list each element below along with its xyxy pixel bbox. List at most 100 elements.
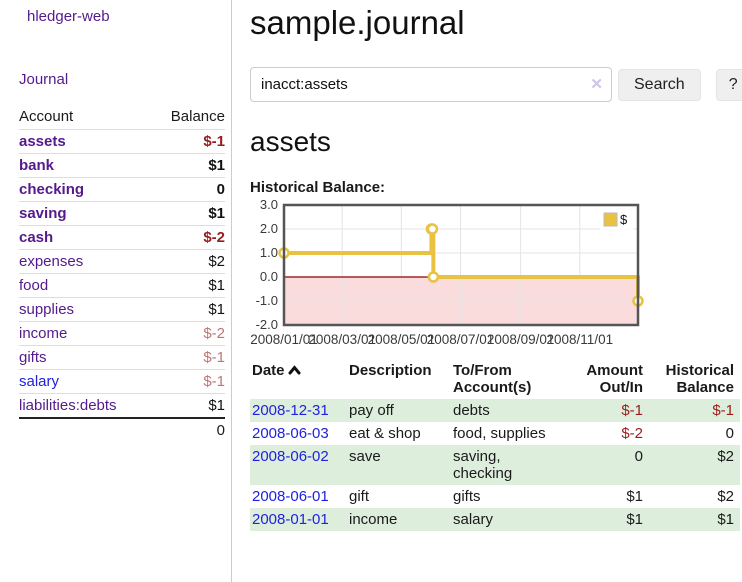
transaction-description: gift bbox=[349, 488, 370, 505]
page-title: sample.journal bbox=[250, 4, 465, 41]
transaction-date-link[interactable]: 2008-06-01 bbox=[252, 488, 329, 505]
sidebar-account-link[interactable]: income bbox=[19, 325, 68, 342]
accounts-column-header: Account bbox=[19, 108, 74, 125]
account-row: expenses $2 bbox=[19, 249, 225, 274]
date-header-label: Date bbox=[252, 362, 285, 379]
sidebar: hledger-web Journal Account Balance asse… bbox=[0, 0, 232, 582]
transaction-description: save bbox=[349, 448, 381, 465]
account-balance: 0 bbox=[151, 177, 225, 202]
sort-ascending-icon bbox=[288, 365, 301, 375]
account-row: assets $-1 bbox=[19, 129, 225, 154]
account-row: cash $-2 bbox=[19, 225, 225, 250]
svg-text:2008/09/01: 2008/09/01 bbox=[487, 332, 555, 347]
sidebar-account-link[interactable]: expenses bbox=[19, 253, 84, 270]
brand-link[interactable]: hledger-web bbox=[27, 8, 110, 25]
account-row: saving $1 bbox=[19, 201, 225, 226]
historical-balance-chart: $3.0 2.0 1.0 0.0 -1.0 -2.02008/01/012008/03/0… bbox=[250, 197, 644, 347]
chart-title: Historical Balance: bbox=[250, 179, 386, 196]
accounts-total-spacer bbox=[19, 417, 152, 442]
transaction-amount: 0 bbox=[634, 448, 643, 465]
sidebar-account-link[interactable]: food bbox=[19, 277, 49, 294]
search-input-wrapper: ✕ bbox=[250, 67, 612, 102]
transaction-amount: $1 bbox=[626, 488, 643, 505]
sidebar-account-link[interactable]: saving bbox=[19, 205, 67, 222]
transaction-row: 2008-06-03 eat & shop food, supplies $-2 0 bbox=[250, 422, 740, 445]
search-form: ✕ Search ? bbox=[250, 67, 742, 102]
account-row: checking 0 bbox=[19, 177, 225, 202]
account-balance: $1 bbox=[151, 297, 225, 322]
transaction-balance: $-1 bbox=[712, 402, 734, 419]
transaction-description: pay off bbox=[349, 402, 394, 419]
svg-text:2008/03/01: 2008/03/01 bbox=[308, 332, 376, 347]
account-balance: $-1 bbox=[151, 369, 225, 394]
account-row: bank $1 bbox=[19, 153, 225, 178]
account-balance: $-1 bbox=[151, 129, 225, 154]
account-balance: $1 bbox=[151, 153, 225, 178]
register-table: Date Description To/From Account(s) Amou… bbox=[250, 359, 740, 531]
transaction-amount: $-1 bbox=[621, 402, 643, 419]
transaction-description: income bbox=[349, 511, 398, 528]
svg-text:2008/01/01: 2008/01/01 bbox=[250, 332, 318, 347]
register-balance-header: Historical Balance bbox=[665, 362, 734, 396]
transaction-amount: $1 bbox=[626, 511, 643, 528]
sidebar-account-link[interactable]: assets bbox=[19, 133, 66, 150]
main-content: sample.journal ✕ Search ? assets Histori… bbox=[233, 0, 742, 582]
sidebar-account-link[interactable]: bank bbox=[19, 157, 55, 174]
accounts-total-row: 0 bbox=[19, 417, 225, 442]
transaction-accounts: debts bbox=[453, 402, 490, 419]
svg-text:$: $ bbox=[620, 212, 628, 227]
accounts-table: Account Balance assets $-1 bank $1 checking 0… bbox=[19, 104, 225, 442]
sidebar-item-journal[interactable]: Journal bbox=[19, 71, 69, 88]
account-row: liabilities:debts $1 bbox=[19, 393, 225, 418]
transaction-row: 2008-06-01 gift gifts $1 $2 bbox=[250, 485, 740, 508]
register-date-header[interactable]: Date bbox=[250, 359, 349, 399]
transaction-date-link[interactable]: 2008-01-01 bbox=[252, 511, 329, 528]
svg-text:2008/11/01: 2008/11/01 bbox=[547, 332, 614, 347]
account-balance: $1 bbox=[151, 273, 225, 298]
sidebar-account-link[interactable]: checking bbox=[19, 181, 85, 198]
account-balance: $1 bbox=[151, 201, 225, 226]
transaction-date-link[interactable]: 2008-06-02 bbox=[252, 448, 329, 465]
svg-text:-2.0: -2.0 bbox=[256, 317, 278, 332]
transaction-description: eat & shop bbox=[349, 425, 421, 442]
account-row: gifts $-1 bbox=[19, 345, 225, 370]
transaction-row: 2008-01-01 income salary $1 $1 bbox=[250, 508, 740, 531]
transaction-date-link[interactable]: 2008-06-03 bbox=[252, 425, 329, 442]
transaction-accounts: salary bbox=[453, 511, 494, 528]
account-row: food $1 bbox=[19, 273, 225, 298]
svg-text:2008/07/01: 2008/07/01 bbox=[427, 332, 495, 347]
transaction-row: 2008-12-31 pay off debts $-1 $-1 bbox=[250, 399, 740, 422]
transaction-date-link[interactable]: 2008-12-31 bbox=[252, 402, 329, 419]
svg-text:0.0: 0.0 bbox=[260, 269, 278, 284]
account-row: supplies $1 bbox=[19, 297, 225, 322]
sidebar-account-link[interactable]: liabilities:debts bbox=[19, 397, 117, 414]
transaction-balance: $2 bbox=[717, 488, 734, 505]
register-amount-header: Amount Out/In bbox=[586, 362, 643, 396]
sidebar-account-link[interactable]: cash bbox=[19, 229, 54, 246]
balance-column-header: Balance bbox=[170, 108, 225, 125]
svg-text:3.0: 3.0 bbox=[260, 197, 278, 212]
account-balance: $2 bbox=[151, 249, 225, 274]
sidebar-account-link[interactable]: supplies bbox=[19, 301, 75, 318]
transaction-accounts: saving, checking bbox=[453, 448, 513, 482]
transaction-balance: $2 bbox=[717, 448, 734, 465]
register-account-header: To/From Account(s) bbox=[453, 362, 532, 396]
sidebar-account-link[interactable]: salary bbox=[19, 373, 60, 390]
sidebar-account-link[interactable]: gifts bbox=[19, 349, 47, 366]
svg-text:1.0: 1.0 bbox=[260, 245, 278, 260]
help-button[interactable]: ? bbox=[715, 68, 742, 101]
transaction-row: 2008-06-02 save saving, checking 0 $2 bbox=[250, 445, 740, 485]
svg-text:2.0: 2.0 bbox=[260, 221, 278, 236]
account-balance: $-2 bbox=[151, 225, 225, 250]
transaction-amount: $-2 bbox=[621, 425, 643, 442]
account-row: salary $-1 bbox=[19, 369, 225, 394]
svg-text:-1.0: -1.0 bbox=[256, 293, 278, 308]
clear-search-icon[interactable]: ✕ bbox=[590, 76, 603, 93]
transaction-balance: $1 bbox=[717, 511, 734, 528]
transaction-accounts: food, supplies bbox=[453, 425, 546, 442]
account-balance: $1 bbox=[151, 393, 225, 418]
search-button[interactable]: Search bbox=[618, 68, 701, 101]
register-description-header: Description bbox=[349, 362, 432, 379]
account-balance: $-1 bbox=[151, 345, 225, 370]
search-input[interactable] bbox=[250, 67, 612, 102]
